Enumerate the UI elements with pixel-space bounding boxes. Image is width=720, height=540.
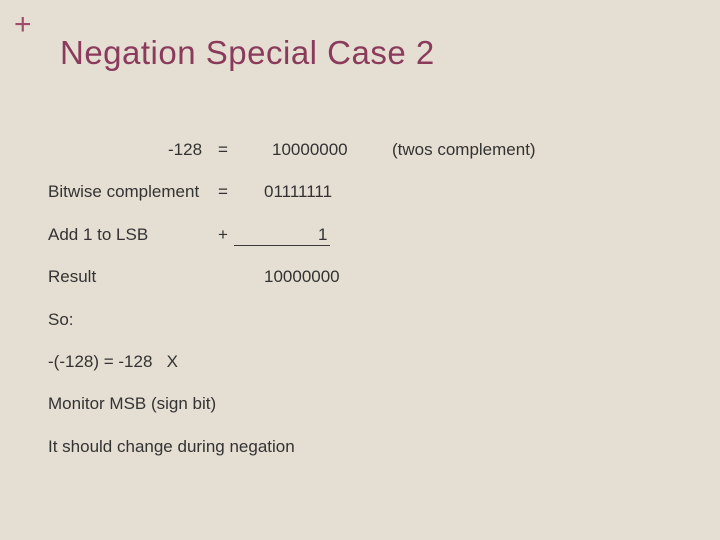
label-add-one: Add 1 to LSB bbox=[48, 225, 218, 245]
val-result-binary: 10000000 bbox=[248, 267, 384, 287]
label-result: Result bbox=[48, 267, 218, 287]
label-original: -128 bbox=[48, 140, 218, 160]
footer-should-change: It should change during negation bbox=[48, 437, 680, 457]
val-original-binary: 10000000 bbox=[248, 140, 392, 160]
footer-equation: -(-128) = -128 X bbox=[48, 352, 680, 372]
row-bitwise-complement: Bitwise complement = 01111111 bbox=[48, 182, 680, 202]
row-result: Result 10000000 bbox=[48, 267, 680, 287]
label-bitwise: Bitwise complement bbox=[48, 182, 218, 202]
op-plus: + bbox=[218, 225, 248, 245]
slide-body: -128 = 10000000 (twos complement) Bitwis… bbox=[48, 140, 680, 479]
footer-so: So: bbox=[48, 310, 680, 330]
val-one: 1 bbox=[248, 225, 438, 245]
row-add-one: Add 1 to LSB + 1 bbox=[48, 225, 680, 245]
footer-block: So: -(-128) = -128 X Monitor MSB (sign b… bbox=[48, 310, 680, 458]
addition-underline bbox=[234, 245, 330, 246]
op-equals-1: = bbox=[218, 140, 248, 160]
val-complement-binary: 01111111 bbox=[248, 182, 384, 202]
slide-title: Negation Special Case 2 bbox=[60, 34, 435, 72]
row-original-value: -128 = 10000000 (twos complement) bbox=[48, 140, 680, 160]
footer-monitor: Monitor MSB (sign bit) bbox=[48, 394, 680, 414]
note-twos-complement: (twos complement) bbox=[392, 140, 680, 160]
op-equals-2: = bbox=[218, 182, 248, 202]
plus-decoration: + bbox=[14, 8, 32, 42]
